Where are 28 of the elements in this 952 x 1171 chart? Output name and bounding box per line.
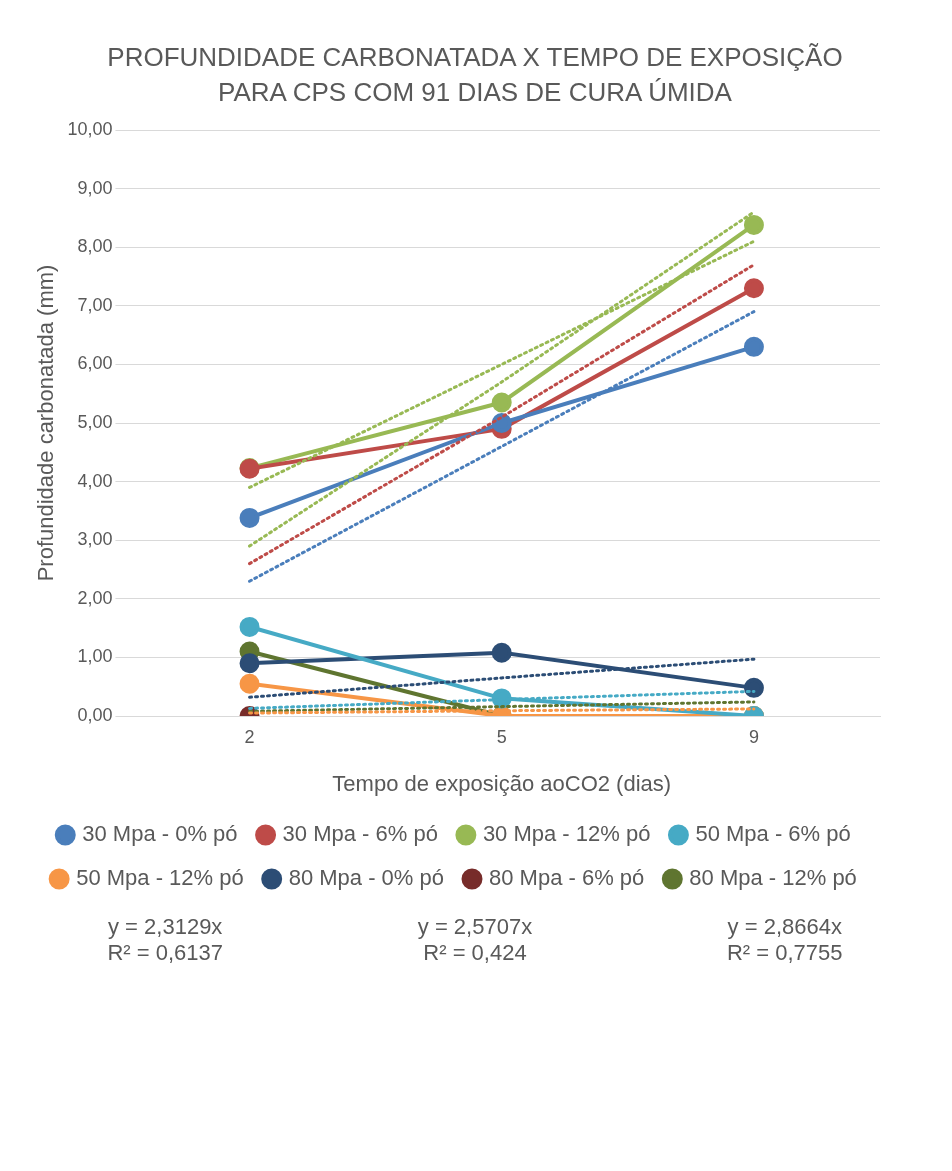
text: y = 2,8664x R² = 0,7755 <box>726 914 843 967</box>
legend-label: 50 Mpa - 12% pó <box>76 865 244 891</box>
x-axis-title: Tempo de exposição aoCO2 (dias) <box>332 771 672 797</box>
y-tick-label: 1,00 <box>77 646 113 667</box>
y-tick-label: 10,00 <box>67 119 113 140</box>
y-tick-label: 8,00 <box>77 236 113 257</box>
legend-label: 30 Mpa - 0% pó <box>82 821 238 847</box>
y-tick-label: 9,00 <box>77 177 113 198</box>
y-tick-label: 6,00 <box>77 353 113 374</box>
y-tick-label: 5,00 <box>77 412 113 433</box>
y-tick-label: 0,00 <box>77 705 113 726</box>
text: y = 2,5707x R² = 0,424 <box>417 914 533 967</box>
legend-label: 80 Mpa - 0% pó <box>288 865 444 891</box>
y-tick-label: 7,00 <box>77 294 113 315</box>
legend-label: 80 Mpa - 12% pó <box>689 865 857 891</box>
text: y = 2,3129x R² = 0,6137 <box>107 914 223 967</box>
y-tick-label: 3,00 <box>77 529 113 550</box>
y-tick-label: 2,00 <box>77 587 113 608</box>
x-tick-label: 2 <box>244 726 255 747</box>
chart-title: PROFUNDIDADE CARBONATADA X TEMPO DE EXPOSIÇÃO PARA CPS COM 91 DIAS DE CURA ÚMIDA <box>106 41 844 110</box>
legend-label: 30 Mpa - 12% pó <box>482 821 651 847</box>
y-tick-label: 4,00 <box>77 470 113 491</box>
legend-label: 80 Mpa - 6% pó <box>489 865 645 891</box>
legend-label: 50 Mpa - 6% pó <box>695 821 851 847</box>
y-axis-title: Profundidade carbonatada (mm) <box>33 264 59 582</box>
x-tick-label: 5 <box>496 726 507 747</box>
x-tick-label: 9 <box>748 726 759 747</box>
legend-label: 30 Mpa - 6% pó <box>282 821 438 847</box>
